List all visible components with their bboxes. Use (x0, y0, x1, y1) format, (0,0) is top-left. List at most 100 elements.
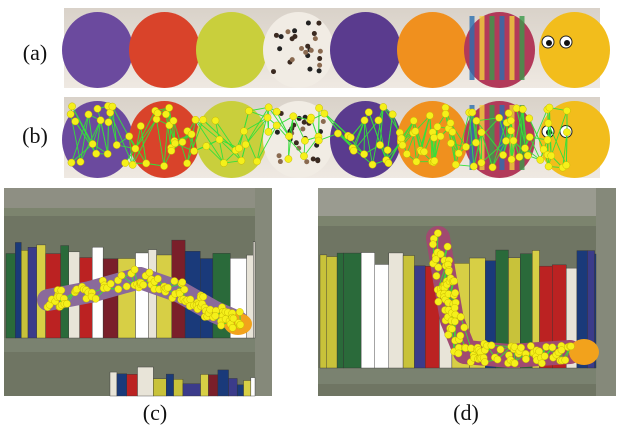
spot (304, 159, 309, 164)
book (166, 374, 173, 396)
segment (330, 12, 401, 88)
book (136, 253, 149, 338)
keypoint (237, 321, 244, 328)
keypoint (93, 150, 100, 157)
keypoint (516, 153, 523, 160)
stripe (500, 16, 505, 80)
keypoint (429, 241, 436, 248)
keypoint (545, 120, 552, 127)
book (403, 256, 414, 368)
book (174, 379, 183, 396)
keypoint (505, 110, 512, 117)
keypoint (89, 140, 96, 147)
keypoint (140, 281, 147, 288)
keypoint (435, 264, 442, 271)
keypoint (334, 130, 341, 137)
keypoint (469, 109, 476, 116)
keypoint (410, 117, 417, 124)
keypoint (385, 160, 392, 167)
keypoint (107, 280, 114, 287)
keypoint (191, 148, 198, 155)
keypoint (452, 161, 459, 168)
spot (271, 69, 276, 74)
keypoint (105, 119, 112, 126)
head (569, 339, 599, 365)
keypoint (166, 104, 173, 111)
spot (315, 158, 320, 163)
keypoint (431, 157, 438, 164)
book (343, 253, 361, 368)
stripe (480, 16, 485, 80)
keypoint (160, 162, 167, 169)
panel-label: (c) (143, 400, 167, 425)
keypoint (170, 117, 177, 124)
keypoint (154, 110, 161, 117)
spot (274, 33, 279, 38)
spot (312, 31, 317, 36)
spot (290, 57, 295, 62)
keypoint (510, 137, 517, 144)
keypoint (461, 324, 468, 331)
keypoint (229, 324, 236, 331)
keypoint (315, 104, 322, 111)
spot (313, 36, 318, 41)
book (251, 378, 255, 396)
keypoint (347, 134, 354, 141)
keypoint (521, 145, 528, 152)
keypoint (457, 313, 464, 320)
spot (307, 67, 312, 72)
keypoint (265, 104, 272, 111)
keypoint (285, 133, 292, 140)
keypoint (238, 157, 245, 164)
keypoint (253, 158, 260, 165)
keypoint (113, 141, 120, 148)
book (414, 266, 425, 368)
spot (311, 157, 316, 162)
keypoint (451, 278, 458, 285)
book (327, 257, 337, 368)
keypoint (376, 141, 383, 148)
keypoint (434, 230, 441, 237)
keypoint (118, 272, 125, 279)
keypoint (242, 141, 249, 148)
keypoint (537, 156, 544, 163)
keypoint (350, 147, 357, 154)
stripe (510, 16, 515, 80)
keypoint (104, 150, 111, 157)
keypoint (171, 140, 178, 147)
keypoint (472, 139, 479, 146)
spot (275, 130, 280, 135)
book (117, 374, 127, 396)
keypoint (290, 113, 297, 120)
book (320, 255, 327, 368)
keypoint (457, 332, 464, 339)
keypoint (526, 133, 533, 140)
book (218, 370, 229, 396)
keypoint (421, 148, 428, 155)
keypoint (508, 156, 515, 163)
book (229, 378, 238, 396)
segment (263, 12, 334, 88)
keypoint (526, 115, 533, 122)
keypoint (500, 151, 507, 158)
panel-label: (d) (453, 400, 479, 425)
keypoint (481, 358, 488, 365)
book (253, 242, 255, 338)
keypoint (434, 123, 441, 130)
panel-label: (b) (22, 123, 48, 148)
book (337, 253, 343, 368)
keypoint (131, 266, 138, 273)
keypoint (68, 159, 75, 166)
pupil (546, 40, 552, 46)
keypoint (473, 117, 480, 124)
spot (317, 63, 322, 68)
keypoint (94, 105, 101, 112)
keypoint (426, 112, 433, 119)
keypoint (478, 129, 485, 136)
keypoint (508, 127, 515, 134)
keypoint (235, 145, 242, 152)
keypoint (522, 356, 529, 363)
stripe (490, 16, 495, 80)
keypoint (563, 129, 570, 136)
keypoint (549, 344, 556, 351)
